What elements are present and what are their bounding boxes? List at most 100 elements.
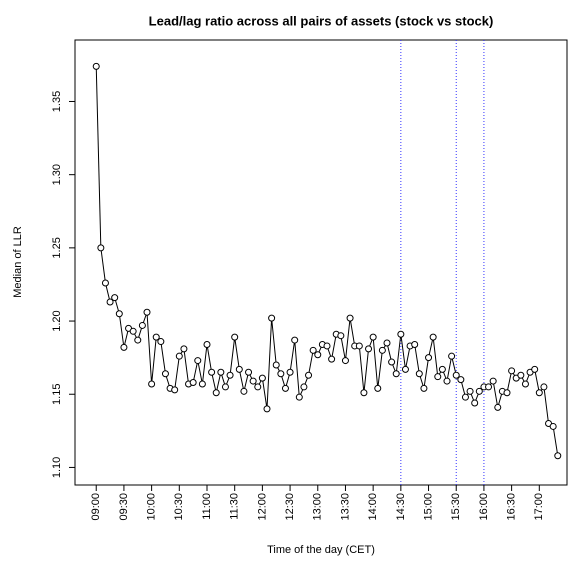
data-point — [554, 452, 562, 460]
data-point — [258, 374, 266, 382]
data-point — [157, 338, 165, 346]
x-tick-label: 10:30 — [173, 493, 185, 521]
data-point — [323, 342, 331, 350]
data-point — [208, 368, 216, 376]
x-tick-label: 09:00 — [90, 493, 102, 521]
data-point — [231, 333, 239, 341]
data-point — [452, 371, 460, 379]
data-point — [392, 370, 400, 378]
data-point — [397, 330, 405, 338]
x-axis-label: Time of the day (CET) — [267, 544, 375, 556]
x-tick-label: 11:00 — [201, 493, 213, 520]
data-point — [305, 371, 313, 379]
data-point — [129, 327, 137, 335]
series-line — [95, 66, 559, 456]
data-point — [115, 310, 123, 318]
data-point — [378, 346, 386, 354]
data-point — [365, 345, 373, 353]
data-point — [212, 389, 220, 397]
x-tick-label: 16:30 — [506, 493, 518, 521]
data-point — [92, 62, 100, 70]
data-point — [457, 376, 465, 384]
data-point — [268, 314, 276, 322]
data-point — [194, 357, 202, 365]
x-tick-label: 12:30 — [284, 493, 296, 521]
data-point — [508, 367, 516, 375]
data-point — [152, 333, 160, 341]
data-point — [369, 333, 377, 341]
data-point — [448, 352, 456, 360]
x-tick-label: 11:30 — [229, 493, 241, 520]
data-point — [111, 294, 119, 302]
data-point — [401, 365, 409, 373]
data-point — [531, 365, 539, 373]
x-tick-label: 16:00 — [478, 493, 490, 521]
data-point — [420, 384, 428, 392]
data-point — [374, 384, 382, 392]
y-tick-label: 1.30 — [51, 164, 63, 185]
data-point — [337, 332, 345, 340]
data-point — [549, 422, 557, 430]
data-point — [535, 389, 543, 397]
data-point — [383, 339, 391, 347]
data-point — [494, 403, 502, 411]
y-tick-label: 1.35 — [51, 91, 63, 112]
data-point — [314, 351, 322, 359]
data-point — [443, 377, 451, 385]
data-point — [521, 380, 529, 388]
data-point — [272, 361, 280, 369]
data-point — [97, 244, 105, 252]
data-point — [203, 340, 211, 348]
data-point — [235, 365, 243, 373]
x-tick-label: 14:30 — [395, 493, 407, 521]
data-point — [249, 377, 257, 385]
data-point — [120, 343, 128, 351]
data-point — [475, 387, 483, 395]
data-point — [388, 358, 396, 366]
data-point — [254, 383, 262, 391]
data-point — [466, 387, 474, 395]
data-point — [171, 386, 179, 394]
data-point — [286, 368, 294, 376]
x-tick-label: 10:00 — [146, 493, 158, 521]
data-point — [429, 333, 437, 341]
data-point — [517, 371, 525, 379]
data-point — [425, 354, 433, 362]
data-point — [438, 365, 446, 373]
y-tick-label: 1.25 — [51, 237, 63, 258]
data-point — [360, 389, 368, 397]
data-point — [217, 368, 225, 376]
data-point — [198, 380, 206, 388]
data-point — [291, 336, 299, 344]
plot-box — [74, 39, 568, 486]
x-tick-label: 17:00 — [533, 493, 545, 521]
data-point — [434, 373, 442, 381]
data-point — [277, 370, 285, 378]
data-point — [245, 368, 253, 376]
data-point — [461, 393, 469, 401]
data-point — [471, 399, 479, 407]
data-point — [175, 352, 183, 360]
y-tick-label: 1.15 — [51, 384, 63, 405]
x-tick-label: 13:30 — [339, 493, 351, 521]
data-point — [180, 345, 188, 353]
data-point — [341, 357, 349, 365]
x-tick-label: 14:00 — [367, 493, 379, 521]
x-tick-label: 13:00 — [312, 493, 324, 521]
data-point — [355, 342, 363, 350]
data-point — [106, 298, 114, 306]
data-point — [148, 380, 156, 388]
data-point — [101, 279, 109, 287]
data-point — [415, 370, 423, 378]
data-point — [503, 389, 511, 397]
data-point — [328, 355, 336, 363]
x-tick-label: 15:00 — [422, 493, 434, 521]
data-point — [309, 346, 317, 354]
data-point — [161, 370, 169, 378]
y-axis-label: Median of LLR — [12, 226, 24, 298]
y-tick-label: 1.20 — [51, 310, 63, 331]
data-point — [138, 321, 146, 329]
data-point — [300, 383, 308, 391]
x-tick-label: 09:30 — [118, 493, 130, 521]
x-tick-label: 12:00 — [256, 493, 268, 521]
